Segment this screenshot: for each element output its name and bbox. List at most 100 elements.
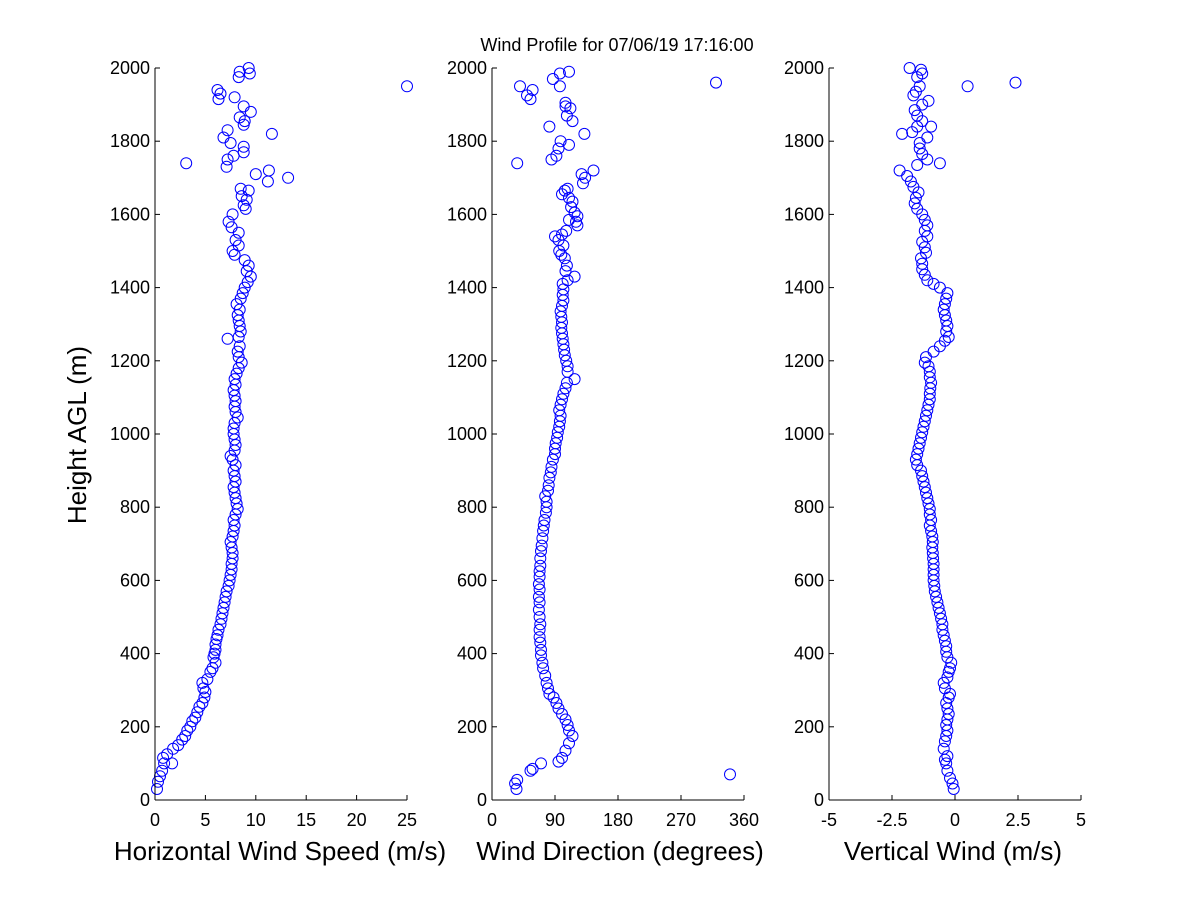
speed-x-tick-label: 25 <box>397 810 417 830</box>
direction-point <box>571 210 584 223</box>
direction-y-tick-label: 1400 <box>447 278 487 298</box>
speed-y-tick-label: 600 <box>120 570 150 590</box>
direction-point <box>579 171 592 184</box>
speed-x-tick-label: 10 <box>246 810 266 830</box>
direction-point <box>563 724 575 737</box>
vertical-point <box>915 431 927 444</box>
vertical-point <box>922 94 935 107</box>
speed-point <box>186 715 199 728</box>
direction-x-tick-label: 180 <box>603 810 633 830</box>
vertical-y-tick-label: 800 <box>794 497 824 517</box>
direction-point <box>561 719 574 731</box>
speed-point <box>224 536 237 548</box>
speed-point <box>209 638 222 651</box>
vertical-point <box>911 159 924 171</box>
speed-point <box>212 623 225 636</box>
speed-point <box>237 146 250 159</box>
speed-y-tick-label: 1600 <box>110 204 150 224</box>
vertical-x-tick-label: 2.5 <box>1005 810 1030 830</box>
speed-y-tick-label: 1400 <box>110 278 150 298</box>
speed-point <box>227 514 240 526</box>
direction-point <box>553 80 566 93</box>
speed-y-tick-label: 0 <box>140 790 150 810</box>
direction-point <box>559 744 572 757</box>
vertical-point <box>918 356 931 369</box>
vertical-point <box>937 742 950 755</box>
direction-point <box>533 596 546 609</box>
speed-points <box>151 62 413 795</box>
vertical-point <box>941 671 954 684</box>
vertical-point <box>927 277 940 290</box>
vertical-point <box>918 481 931 494</box>
direction-point <box>557 387 570 400</box>
direction-point <box>536 656 549 669</box>
speed-point <box>189 711 202 724</box>
speed-point <box>236 287 249 300</box>
speed-point <box>222 215 235 228</box>
direction-point <box>556 751 568 764</box>
direction-point <box>524 93 537 106</box>
vertical-point <box>920 246 932 259</box>
speed-point <box>237 100 250 113</box>
speed-point <box>228 373 241 386</box>
direction-point <box>556 228 568 241</box>
vertical-point <box>940 719 953 731</box>
vertical-point <box>944 772 956 784</box>
speed-point <box>152 775 164 788</box>
speed-point <box>237 140 250 153</box>
direction-point <box>526 762 539 775</box>
direction-point <box>543 687 556 700</box>
vertical-point <box>913 80 926 93</box>
speed-point <box>156 764 169 777</box>
direction-point <box>542 479 555 492</box>
vertical-point <box>921 131 934 144</box>
direction-panel: 0 200 400 600 800 1000 1200 1400 1600 1800 2000 0 90… <box>447 58 764 866</box>
direction-point <box>575 168 588 181</box>
direction-point <box>534 559 547 572</box>
direction-point <box>559 96 572 109</box>
vertical-point <box>918 213 931 226</box>
vertical-point <box>917 420 930 433</box>
speed-point <box>220 160 233 173</box>
vertical-point <box>921 274 934 287</box>
speed-x-tick-label: 0 <box>150 810 160 830</box>
vertical-point <box>896 127 909 140</box>
speed-point <box>214 87 227 100</box>
speed-point <box>157 751 170 764</box>
speed-panel: 0 200 400 600 800 1000 1200 1400 1600 1800 2000 0 5 1… <box>110 58 446 866</box>
direction-point <box>550 697 563 709</box>
direction-point <box>537 662 550 675</box>
vertical-y-tick-label: 0 <box>814 790 824 810</box>
vertical-y-tick-label: 2000 <box>784 58 824 78</box>
vertical-point <box>921 219 934 232</box>
direction-point <box>510 783 523 795</box>
direction-point <box>533 565 546 578</box>
vertical-point <box>921 492 934 505</box>
vertical-point <box>961 80 974 93</box>
vertical-point <box>916 470 929 483</box>
speed-point <box>262 164 275 177</box>
direction-point <box>540 676 553 689</box>
direction-x-tick-label: 0 <box>487 810 497 830</box>
speed-point <box>220 585 233 598</box>
direction-point <box>563 191 575 204</box>
speed-point <box>232 239 245 252</box>
direction-point <box>553 67 566 80</box>
direction-point <box>549 230 561 243</box>
direction-point <box>533 623 546 636</box>
vertical-point <box>909 453 922 466</box>
direction-point <box>543 120 556 133</box>
vertical-point <box>933 281 946 294</box>
direction-point <box>563 65 575 78</box>
speed-point <box>196 697 209 709</box>
vertical-point <box>913 437 926 450</box>
speed-y-tick-label: 1000 <box>110 424 150 444</box>
direction-point <box>509 777 522 790</box>
speed-x-tick-label: 15 <box>296 810 316 830</box>
direction-y-tick-label: 200 <box>457 717 487 737</box>
vertical-point <box>942 708 955 720</box>
speed-x-tick-label: 5 <box>200 810 210 830</box>
speed-point <box>193 700 206 713</box>
speed-point <box>282 171 295 184</box>
